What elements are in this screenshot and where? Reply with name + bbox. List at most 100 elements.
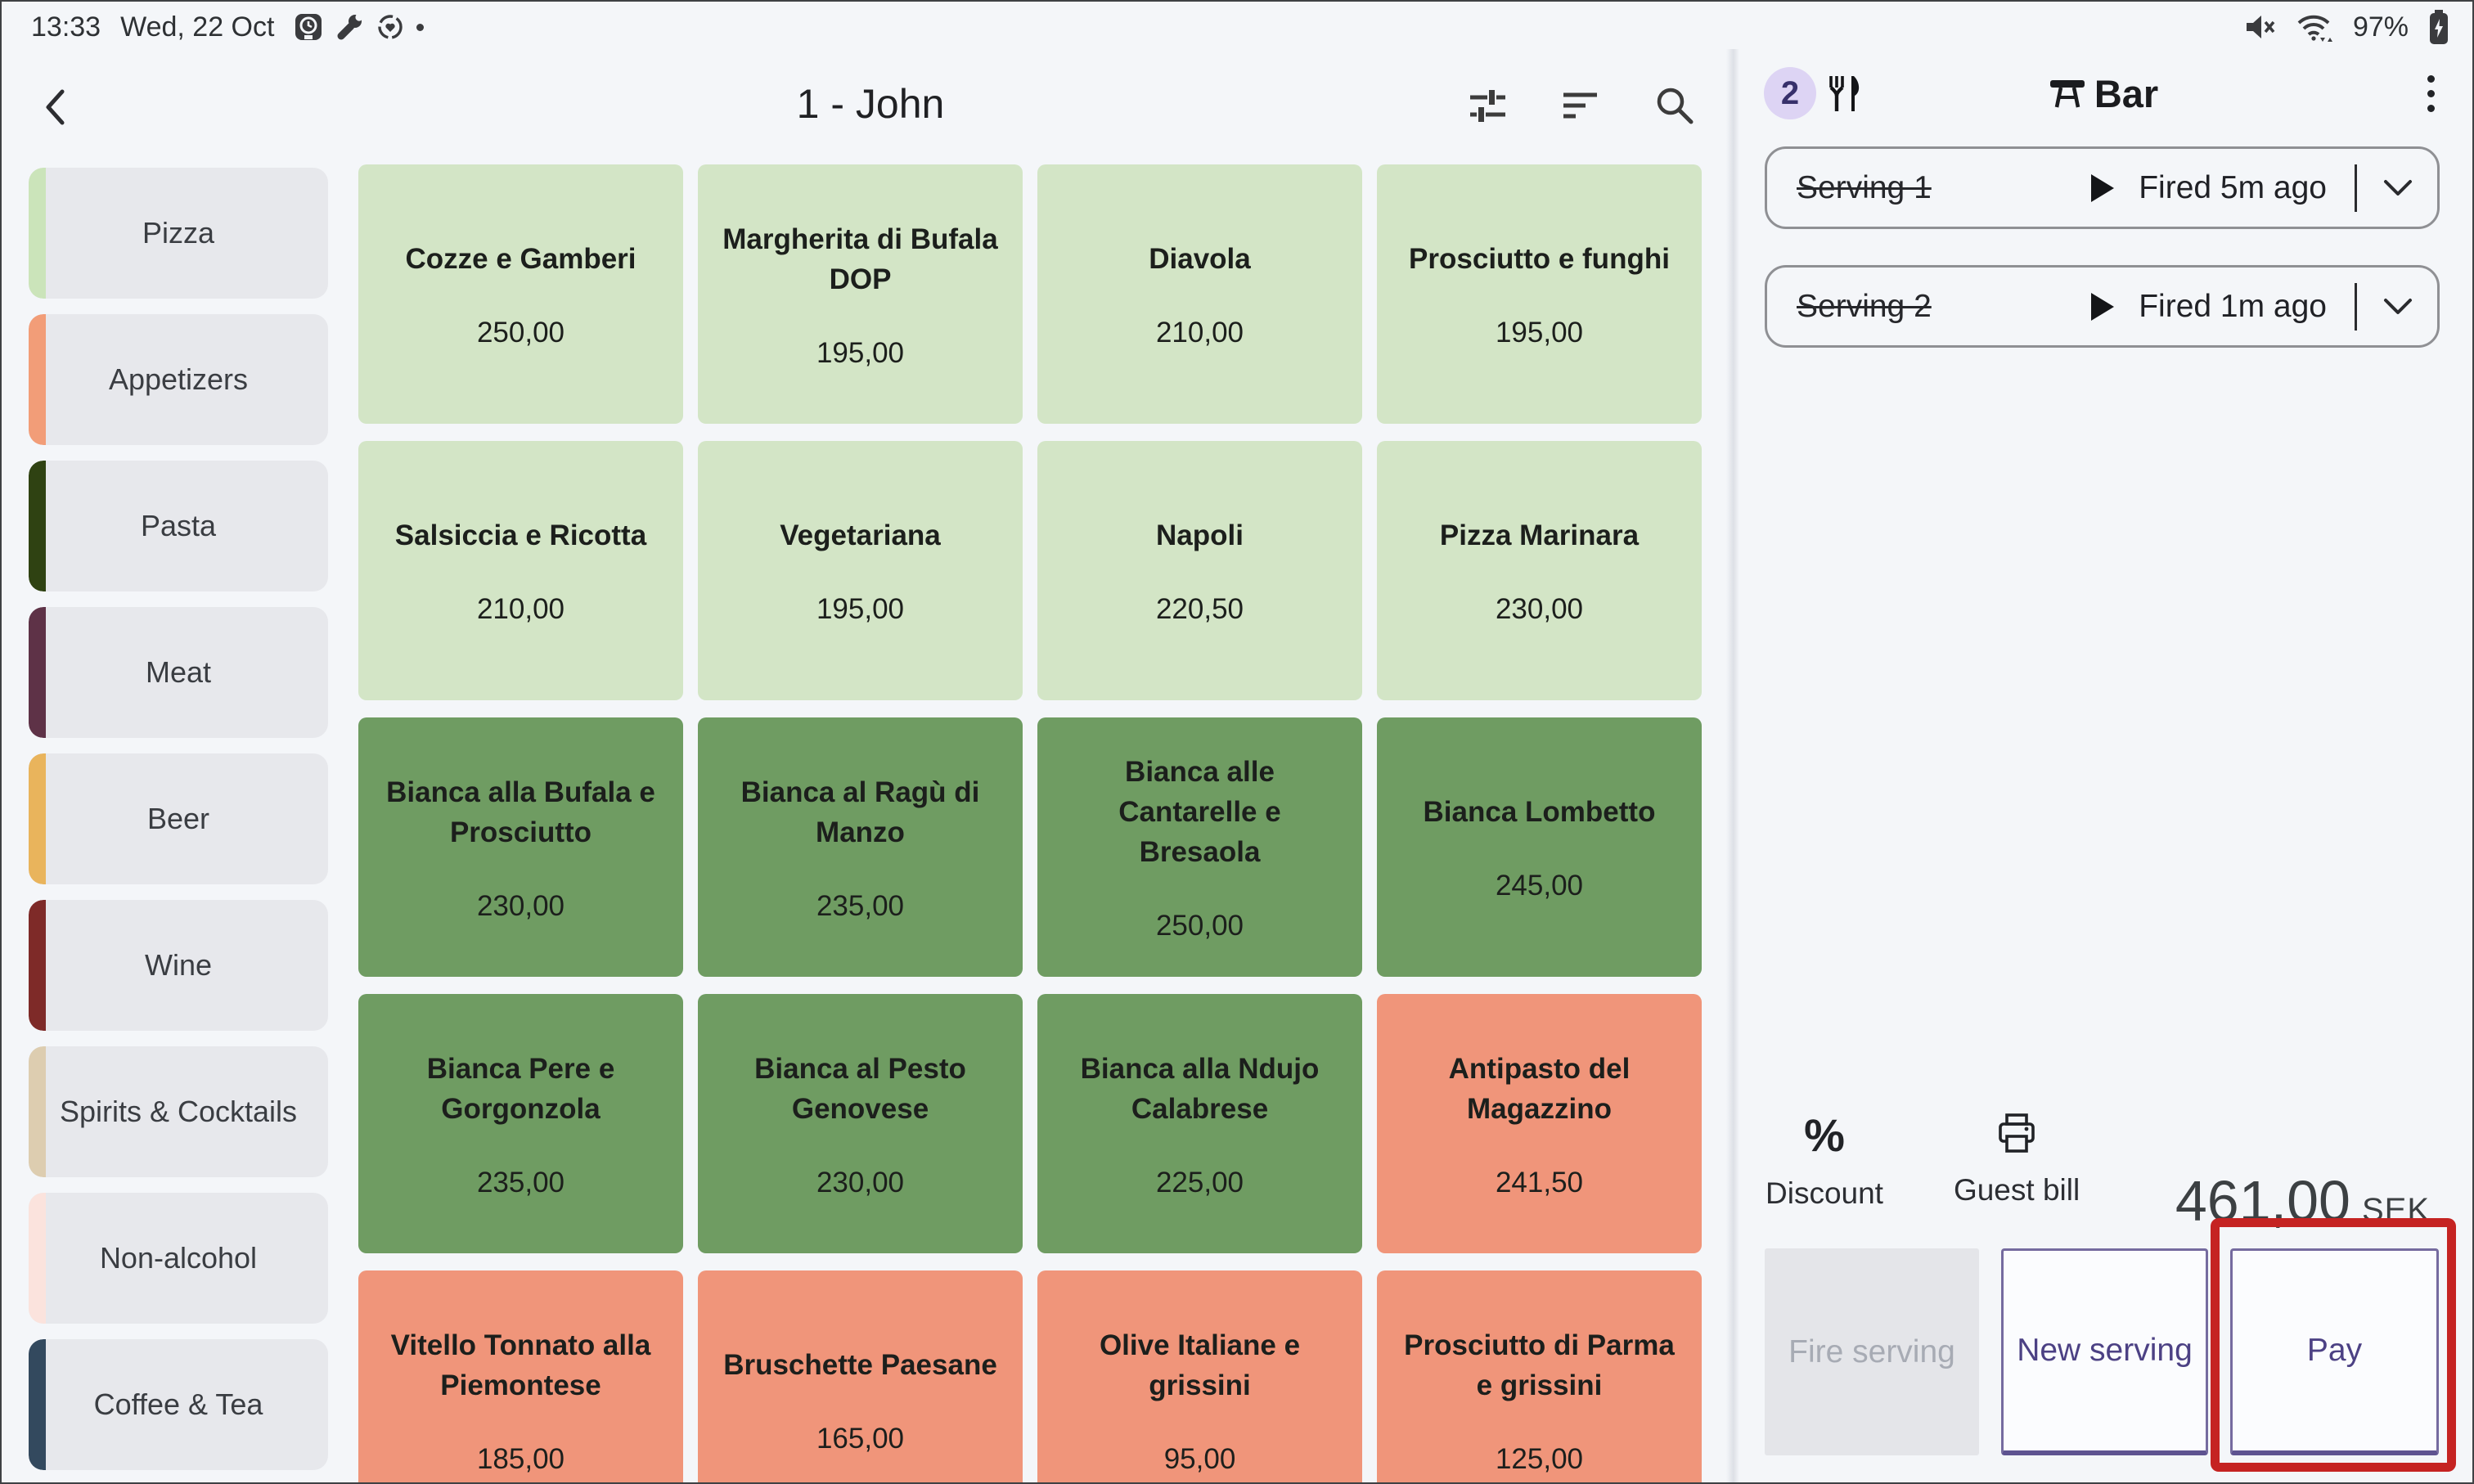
fire-serving-button[interactable]: Fire serving xyxy=(1765,1248,1979,1455)
menu-item-vitello-tonnato-alla-piemontese[interactable]: Vitello Tonnato alla Piemontese 185,00 xyxy=(358,1270,683,1482)
menu-item-name: Prosciutto e funghi xyxy=(1409,243,1670,275)
status-bar: 13:33 Wed, 22 Oct 97% xyxy=(2,2,2472,51)
menu-item-prosciutto-e-funghi[interactable]: Prosciutto e funghi 195,00 xyxy=(1377,164,1702,424)
menu-item-price: 225,00 xyxy=(1155,1166,1244,1198)
menu-item-pizza-marinara[interactable]: Pizza Marinara 230,00 xyxy=(1377,441,1702,700)
menu-item-olive-italiane-e-grissini[interactable]: Olive Italiane e grissini 95,00 xyxy=(1037,1270,1362,1482)
back-button[interactable] xyxy=(38,83,74,131)
sidebar-item-spirits-cocktails[interactable]: Spirits & Cocktails xyxy=(29,1046,328,1177)
menu-item-name: Bianca Pere e Gorgonzola xyxy=(426,1052,615,1125)
serving-name: Serving 2 xyxy=(1797,288,1932,324)
menu-item-price: 165,00 xyxy=(816,1423,905,1455)
sidebar-item-wine[interactable]: Wine xyxy=(29,900,328,1031)
menu-item-napoli[interactable]: Napoli 220,50 xyxy=(1037,441,1362,700)
sidebar-item-pizza[interactable]: Pizza xyxy=(29,168,328,299)
menu-item-bianca-lombetto[interactable]: Bianca Lombetto 245,00 xyxy=(1377,717,1702,977)
sidebar-item-non-alcohol[interactable]: Non-alcohol xyxy=(29,1193,328,1324)
menu-item-vegetariana[interactable]: Vegetariana 195,00 xyxy=(698,441,1023,700)
menu-item-price: 250,00 xyxy=(1155,910,1244,942)
menu-item-bianca-pere-e-gorgonzola[interactable]: Bianca Pere e Gorgonzola 235,00 xyxy=(358,994,683,1253)
status-date: Wed, 22 Oct xyxy=(120,11,275,43)
sidebar-item-coffee-tea[interactable]: Coffee & Tea xyxy=(29,1339,328,1470)
chevron-down-icon[interactable] xyxy=(2382,174,2414,202)
search-icon[interactable] xyxy=(1654,85,1694,124)
guest-bill-button[interactable]: Guest bill xyxy=(1954,1113,2080,1211)
menu-item-price: 185,00 xyxy=(476,1442,565,1475)
menu-item-bianca-alla-ndujo-calabrese[interactable]: Bianca alla Ndujo Calabrese 225,00 xyxy=(1037,994,1362,1253)
menu-item-price: 195,00 xyxy=(816,336,905,369)
serving-divider xyxy=(2355,282,2357,331)
menu-item-margherita-di-bufala-dop[interactable]: Margherita di Bufala DOP 195,00 xyxy=(698,164,1023,424)
menu-item-name: Antipasto del Magazzino xyxy=(1448,1052,1631,1125)
pay-button[interactable]: Pay xyxy=(2230,1248,2439,1455)
mute-icon xyxy=(2243,12,2276,42)
serving-status: Fired 5m ago xyxy=(2139,169,2327,205)
discount-button[interactable]: % Discount xyxy=(1766,1113,1883,1211)
menu-item-name: Pizza Marinara xyxy=(1439,519,1640,551)
menu-item-cozze-e-gamberi[interactable]: Cozze e Gamberi 250,00 xyxy=(358,164,683,424)
fired-play-icon xyxy=(2091,292,2115,321)
sidebar-item-label: Beer xyxy=(146,802,210,835)
sidebar-item-label: Meat xyxy=(145,655,212,689)
order-actions: % Discount Guest bill xyxy=(1766,1113,2080,1211)
sidebar-item-pasta[interactable]: Pasta xyxy=(29,461,328,591)
menu-item-salsiccia-e-ricotta[interactable]: Salsiccia e Ricotta 210,00 xyxy=(358,441,683,700)
menu-item-price: 241,50 xyxy=(1495,1166,1584,1198)
menu-item-antipasto-del-magazzino[interactable]: Antipasto del Magazzino 241,50 xyxy=(1377,994,1702,1253)
sort-icon[interactable] xyxy=(1561,85,1600,124)
menu-item-name: Margherita di Bufala DOP xyxy=(722,223,998,295)
menu-item-price: 230,00 xyxy=(816,1166,905,1198)
menu-item-price: 210,00 xyxy=(476,593,565,625)
discount-label: Discount xyxy=(1766,1176,1883,1210)
menu-item-price: 210,00 xyxy=(1155,317,1244,349)
table-title: Bar xyxy=(1764,71,2441,116)
sidebar-item-beer[interactable]: Beer xyxy=(29,753,328,884)
sidebar-item-label: Pasta xyxy=(140,509,217,542)
sidebar-item-label: Appetizers xyxy=(108,362,249,396)
menu-item-name: Cozze e Gamberi xyxy=(405,243,636,275)
guest-count-badge: 2 xyxy=(1764,67,1816,119)
order-panel: 2 Bar Serving 1 Fired 5m ago Serving 2 Fire… xyxy=(1741,49,2472,1482)
panel-divider xyxy=(1726,49,1739,1482)
menu-item-prosciutto-di-parma-e-grissini[interactable]: Prosciutto di Parma e grissini 125,00 xyxy=(1377,1270,1702,1482)
menu-item-name: Vitello Tonnato alla Piemontese xyxy=(390,1329,651,1401)
menu-item-name: Olive Italiane e grissini xyxy=(1099,1329,1301,1401)
menu-item-diavola[interactable]: Diavola 210,00 xyxy=(1037,164,1362,424)
sidebar-item-label: Spirits & Cocktails xyxy=(59,1095,298,1128)
chevron-down-icon[interactable] xyxy=(2382,293,2414,321)
menu-item-bianca-al-pesto-genovese[interactable]: Bianca al Pesto Genovese 230,00 xyxy=(698,994,1023,1253)
total-currency: SEK xyxy=(2361,1192,2430,1228)
menu-item-price: 230,00 xyxy=(1495,593,1584,625)
menu-item-name: Salsiccia e Ricotta xyxy=(394,519,647,551)
heart-circle-icon xyxy=(376,12,405,42)
menu-item-bianca-alla-bufala-e-prosciutto[interactable]: Bianca alla Bufala e Prosciutto 230,00 xyxy=(358,717,683,977)
serving-card-serving-1[interactable]: Serving 1 Fired 5m ago xyxy=(1765,146,2440,229)
app-clock-icon xyxy=(294,12,323,42)
menu-item-bianca-al-rag-di-manzo[interactable]: Bianca al Ragù di Manzo 235,00 xyxy=(698,717,1023,977)
menu-item-name: Bianca alla Bufala e Prosciutto xyxy=(386,776,655,848)
table-name: Bar xyxy=(2094,71,2159,115)
menu-item-name: Napoli xyxy=(1156,519,1244,551)
main-header: 1 - John xyxy=(2,49,1739,165)
menu-item-name: Prosciutto di Parma e grissini xyxy=(1404,1329,1675,1401)
sidebar-item-label: Pizza xyxy=(142,216,215,250)
new-serving-button[interactable]: New serving xyxy=(2001,1248,2208,1455)
kebab-menu-icon[interactable] xyxy=(2421,69,2441,119)
menu-item-price: 250,00 xyxy=(476,317,565,349)
serving-status: Fired 1m ago xyxy=(2139,288,2327,324)
serving-card-serving-2[interactable]: Serving 2 Fired 1m ago xyxy=(1765,265,2440,348)
status-time: 13:33 xyxy=(31,11,101,43)
menu-item-name: Vegetariana xyxy=(780,519,941,551)
battery-icon xyxy=(2428,10,2449,44)
guest-bill-label: Guest bill xyxy=(1953,1173,2080,1207)
filter-tune-icon[interactable] xyxy=(1468,85,1507,124)
menu-item-bruschette-paesane[interactable]: Bruschette Paesane 165,00 xyxy=(698,1270,1023,1482)
menu-item-price: 220,50 xyxy=(1155,593,1244,625)
category-sidebar: Pizza Appetizers Pasta Meat Beer Wine Spirits … xyxy=(29,168,328,1482)
printer-icon xyxy=(1995,1113,2038,1155)
menu-item-bianca-alle-cantarelle-e-bresaola[interactable]: Bianca alle Cantarelle e Bresaola 250,00 xyxy=(1037,717,1362,977)
sidebar-item-appetizers[interactable]: Appetizers xyxy=(29,314,328,445)
menu-item-name: Bianca alla Ndujo Calabrese xyxy=(1080,1052,1320,1125)
sidebar-item-meat[interactable]: Meat xyxy=(29,607,328,738)
